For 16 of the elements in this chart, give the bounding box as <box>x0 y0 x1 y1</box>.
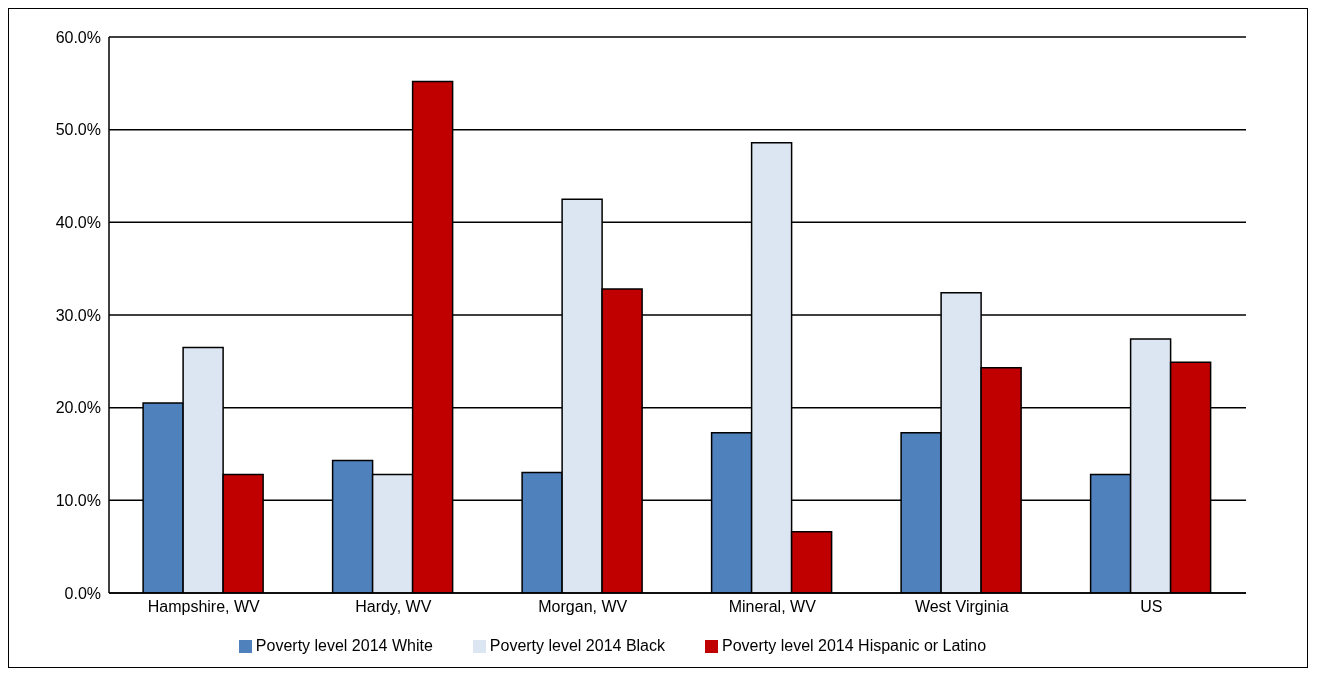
y-tick-label: 60.0% <box>55 28 101 46</box>
x-tick-label: Mineral, WV <box>728 598 817 616</box>
x-tick-label: Morgan, WV <box>538 598 628 616</box>
y-tick-label: 10.0% <box>55 492 101 510</box>
x-tick-label: Hardy, WV <box>355 598 432 616</box>
x-tick-label: US <box>1140 598 1163 616</box>
y-tick-label: 40.0% <box>55 214 101 232</box>
y-tick-label: 0.0% <box>64 584 101 602</box>
y-tick-label: 50.0% <box>55 121 101 139</box>
y-tick-label: 20.0% <box>55 399 101 417</box>
x-tick-label: Hampshire, WV <box>147 598 261 616</box>
legend-label: Poverty level 2014 Hispanic or Latino <box>722 637 987 654</box>
legend-label: Poverty level 2014 Black <box>489 637 666 654</box>
y-tick-label: 30.0% <box>55 306 101 324</box>
x-tick-label: West Virginia <box>914 598 1009 616</box>
legend-label: Poverty level 2014 White <box>255 637 433 654</box>
